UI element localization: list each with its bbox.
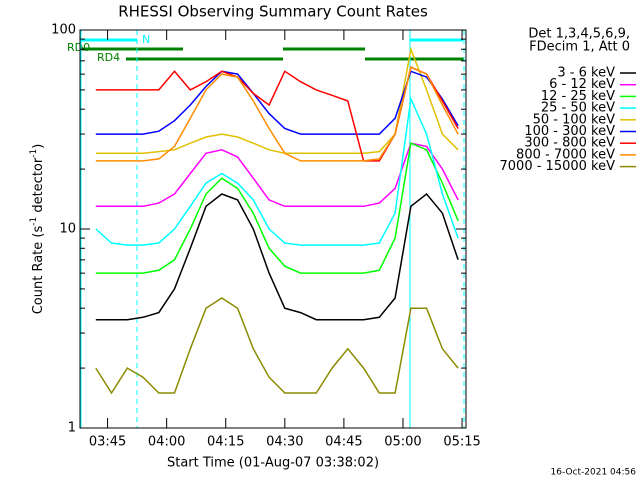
y-label-sup: -1: [29, 217, 39, 226]
legend-label: 6 - 12 keV: [549, 77, 615, 92]
x-tick-label: 04:00: [148, 435, 185, 450]
flag-bars: [80, 38, 464, 61]
legend-header: Det 1,3,4,5,6,9,: [528, 27, 630, 42]
y-axis-label: Count Rate (s-1 detector-1): [29, 144, 46, 315]
legend-label: 3 - 6 keV: [557, 66, 615, 81]
x-tick-label: 03:45: [89, 435, 126, 450]
legend-label: 50 - 100 keV: [533, 112, 616, 127]
x-axis-label: Start Time (01-Aug-07 03:38:02): [167, 456, 379, 471]
y-tick-label: 100: [51, 23, 76, 38]
flag-label: RD0: [67, 41, 90, 54]
legend-label: 7000 - 15000 keV: [500, 159, 616, 174]
series-line: [95, 66, 459, 162]
series-line: [95, 142, 459, 208]
footer: 16-Oct-2021 04:56: [551, 468, 637, 478]
x-tick-label: 05:00: [384, 435, 421, 450]
y-label-part: detector: [31, 157, 46, 217]
flag-label: RD4: [97, 51, 120, 64]
x-tick-label: 04:45: [325, 435, 362, 450]
chart-title: RHESSI Observing Summary Count Rates: [118, 3, 428, 21]
x-tick-label: 04:15: [207, 435, 244, 450]
series-line: [95, 297, 459, 395]
legend-label: 300 - 800 keV: [524, 136, 615, 151]
legend-header: FDecim 1, Att 0: [529, 40, 630, 55]
series-line: [95, 96, 459, 246]
y-tick-label: 1: [68, 421, 76, 436]
x-tick-label: 05:15: [443, 435, 480, 450]
legend-label: 12 - 25 keV: [541, 89, 615, 104]
x-tick-label: 04:30: [266, 435, 303, 450]
flag-label: N: [142, 33, 150, 46]
y-tick-label: 10: [59, 222, 76, 237]
series-line: [95, 142, 459, 274]
legend-label: 100 - 300 keV: [524, 124, 615, 139]
legend-label: 800 - 7000 keV: [516, 147, 615, 162]
y-label-part: ): [31, 144, 46, 149]
y-label-part: Count Rate (s: [31, 226, 46, 315]
series-line: [95, 192, 459, 321]
legend-label: 25 - 50 keV: [541, 101, 615, 116]
series-line: [95, 70, 459, 135]
y-label-sup: -1: [29, 149, 39, 158]
